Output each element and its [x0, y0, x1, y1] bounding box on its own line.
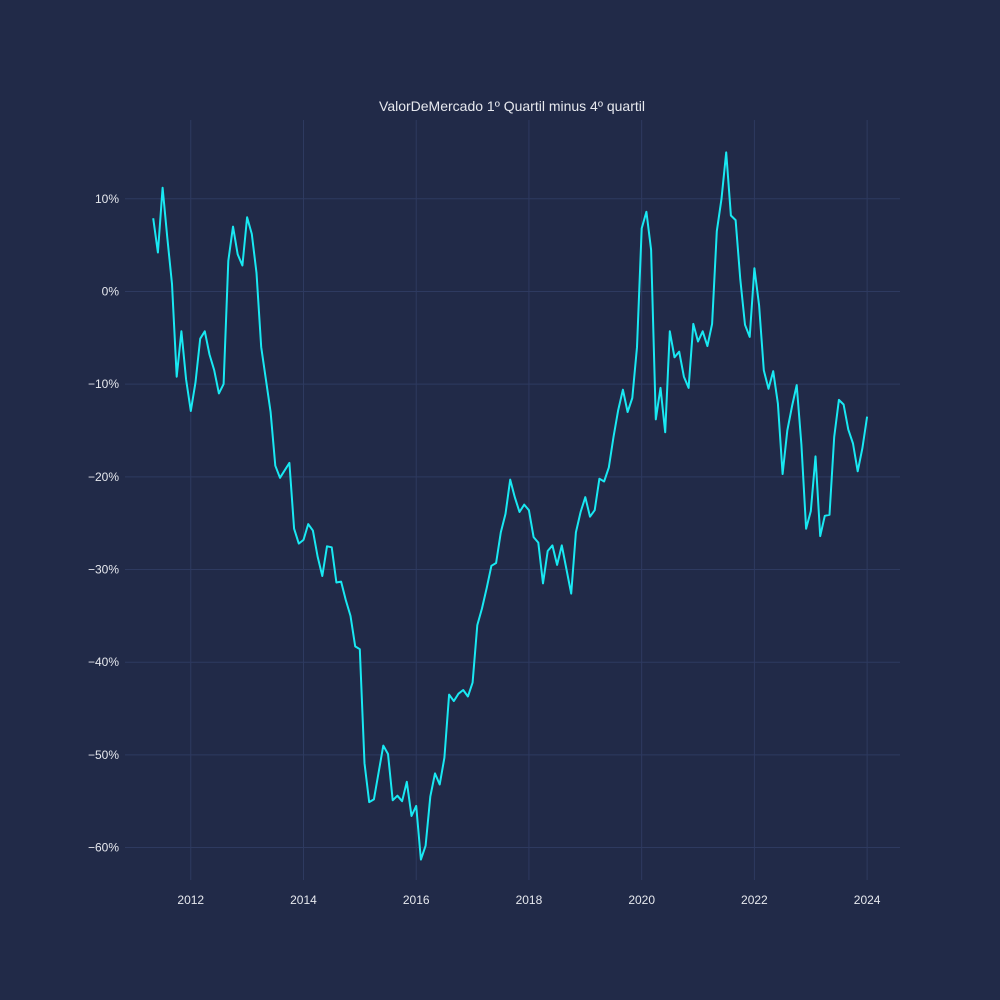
chart-title: ValorDeMercado 1º Quartil minus 4º quart… — [379, 98, 645, 114]
y-tick-label: −40% — [88, 655, 119, 669]
y-tick-label: −30% — [88, 563, 119, 577]
x-tick-label: 2012 — [177, 893, 204, 907]
y-tick-label: −50% — [88, 748, 119, 762]
y-tick-label: −60% — [88, 841, 119, 855]
x-tick-label: 2014 — [290, 893, 317, 907]
y-axis-ticks: 10% 0% −10% −20% −30% −40% −50% −60% — [88, 192, 119, 855]
grid — [125, 120, 900, 880]
x-tick-label: 2022 — [741, 893, 768, 907]
y-tick-label: 0% — [102, 284, 120, 298]
y-tick-label: −20% — [88, 470, 119, 484]
x-tick-label: 2020 — [628, 893, 655, 907]
series-line — [152, 151, 869, 861]
x-tick-label: 2024 — [854, 893, 881, 907]
x-axis-ticks: 2012 2014 2016 2018 2020 2022 2024 — [177, 893, 880, 907]
y-tick-label: 10% — [95, 192, 119, 206]
series-layer — [152, 151, 869, 861]
x-tick-label: 2018 — [516, 893, 543, 907]
y-tick-label: −10% — [88, 377, 119, 391]
x-tick-label: 2016 — [403, 893, 430, 907]
